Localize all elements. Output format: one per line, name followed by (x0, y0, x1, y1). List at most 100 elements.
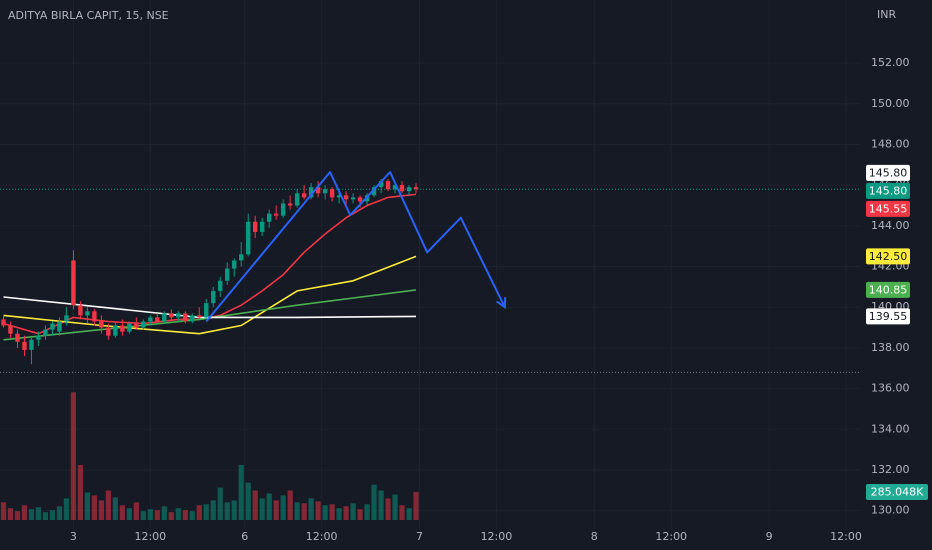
volume-bar (14, 511, 21, 520)
volume-bar (189, 511, 195, 520)
y-tick-label: 134.00 (871, 422, 910, 435)
volume-badge-label: 285.048K (871, 486, 924, 499)
candle-body (273, 213, 279, 216)
volume-bar (364, 504, 370, 520)
candle-body (329, 189, 335, 198)
x-tick-label: 7 (416, 530, 423, 543)
volume-bar (238, 464, 244, 520)
drawing (205, 171, 507, 323)
candle-body (15, 333, 20, 342)
volume-bar (84, 492, 90, 520)
price-badge (866, 182, 910, 199)
volume-bar (196, 505, 202, 520)
candle-body (29, 339, 34, 350)
volume-bar (126, 508, 132, 520)
volume-bar (266, 493, 272, 520)
x-tick-label: 8 (591, 530, 598, 543)
candle-body (8, 325, 13, 334)
volume-bar (49, 510, 56, 520)
volume-bar (210, 500, 216, 520)
candle-body (106, 327, 111, 336)
candle-body (246, 221, 251, 255)
volume-bar (259, 498, 265, 520)
candle-body (239, 254, 244, 261)
candle-body (176, 313, 181, 318)
candle-body (385, 181, 391, 190)
volume-bar (154, 510, 160, 520)
candle-body (253, 221, 258, 232)
candle-body (120, 325, 125, 332)
volume-bar (287, 490, 293, 520)
volume-bar (343, 506, 349, 520)
candle-body (1, 319, 6, 326)
candle-body (350, 197, 356, 200)
candle-body (336, 195, 342, 198)
volume-bar (413, 492, 419, 520)
x-tick-label: 12:00 (134, 530, 166, 543)
volume-bar (329, 504, 335, 520)
price-badge-label: 140.85 (869, 283, 908, 296)
y-tick-label: 144.00 (871, 219, 910, 232)
candle-body (266, 213, 272, 222)
volume-bar (21, 505, 28, 520)
volume-bar (77, 464, 84, 520)
candle-body (127, 323, 132, 332)
candle-body (141, 321, 146, 328)
x-tick-label: 12:00 (481, 530, 513, 543)
candle-body (287, 203, 293, 206)
candle-body (218, 280, 223, 291)
volume-bar (168, 512, 174, 520)
candle-body (92, 311, 97, 322)
x-tick-label: 12:00 (655, 530, 687, 543)
volume-bar (231, 500, 237, 520)
volume-badge (866, 484, 928, 501)
y-tick-label: 148.00 (871, 137, 910, 150)
arrow-head (496, 297, 507, 310)
candle-body (155, 317, 160, 322)
candle-body (211, 290, 216, 304)
candle-body (64, 315, 69, 322)
volume-bar (336, 508, 342, 520)
candle-body (315, 187, 321, 194)
volume-bar (350, 503, 356, 520)
volume-bar (147, 509, 153, 520)
volume-bar (203, 504, 209, 520)
candle-body (232, 260, 237, 269)
y-tick-label: 150.00 (871, 97, 910, 110)
volume-bar (399, 505, 405, 520)
candle-body (406, 187, 412, 192)
volume-bar (140, 511, 146, 520)
candle-body (343, 195, 349, 200)
candle-body (225, 268, 230, 281)
volume-bar (252, 490, 258, 520)
candle-body (378, 181, 384, 188)
candle-body (50, 323, 55, 330)
volume-bar (182, 510, 188, 520)
volume-bar (406, 508, 412, 520)
candle-body (413, 187, 419, 190)
volume-bar (161, 506, 167, 520)
volume-bar (371, 484, 377, 520)
y-tick-label: 132.00 (871, 463, 910, 476)
candle-body (36, 335, 41, 340)
volume-bar (322, 505, 328, 520)
x-tick-label: 3 (70, 530, 77, 543)
candle-body (113, 325, 118, 336)
candle-body (322, 189, 328, 194)
price-badge (866, 308, 910, 325)
volume-bar (308, 498, 314, 520)
candle-body (301, 193, 307, 198)
volume-bar (224, 502, 230, 520)
volume-bar (392, 494, 398, 520)
volume-pane (0, 392, 419, 520)
candle-body (22, 341, 27, 350)
currency-label: INR (877, 8, 896, 21)
x-tick-label: 12:00 (830, 530, 862, 543)
volume-bar (119, 505, 125, 520)
volume-bar (357, 509, 363, 520)
candles (1, 179, 419, 365)
price-badge-label: 142.50 (869, 250, 908, 263)
candle-body (197, 315, 202, 318)
volume-bar (294, 502, 300, 520)
